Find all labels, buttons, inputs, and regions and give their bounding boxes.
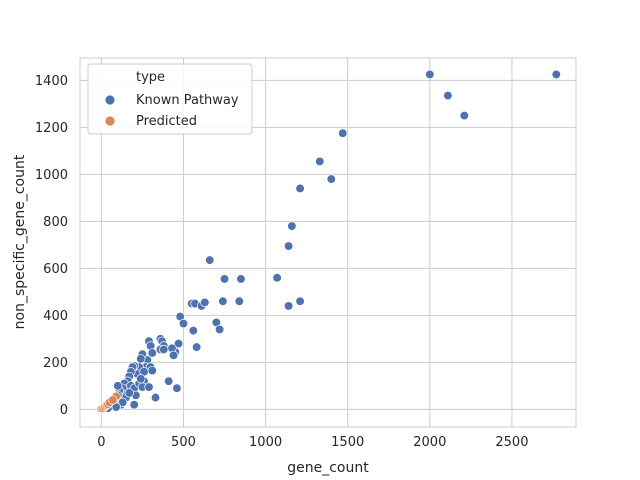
point-known-pathway (219, 274, 230, 284)
point-known-pathway (205, 255, 215, 265)
point-known-pathway (338, 128, 348, 138)
data-points (96, 69, 561, 414)
point-known-pathway (178, 318, 189, 329)
point-known-pathway (283, 301, 294, 311)
legend: type Known Pathway Predicted (87, 63, 253, 135)
x-axis-label: gene_count (287, 460, 369, 476)
y-tick-label: 0 (60, 403, 68, 418)
point-known-pathway (147, 348, 157, 358)
x-tick-labels: 0 500 1000 1500 2000 2500 (97, 435, 528, 450)
point-known-pathway (124, 388, 134, 398)
point-known-pathway (200, 297, 210, 308)
point-known-pathway (129, 400, 139, 410)
point-known-pathway (315, 156, 325, 167)
point-known-pathway (326, 174, 336, 184)
y-tick-label: 1400 (35, 74, 68, 89)
point-known-pathway (214, 324, 225, 335)
point-known-pathway (283, 241, 294, 251)
plot-frame (79, 57, 577, 428)
x-tick-label: 1000 (249, 435, 282, 450)
point-known-pathway (459, 110, 469, 121)
grid-lines (80, 58, 576, 427)
point-known-pathway (150, 392, 161, 403)
point-known-pathway (159, 344, 169, 355)
x-tick-label: 500 (171, 435, 196, 450)
y-tick-label: 800 (43, 215, 68, 230)
x-tick-label: 0 (97, 435, 105, 450)
y-tick-label: 1200 (35, 121, 68, 136)
point-known-pathway (425, 69, 435, 80)
y-tick-labels: 0 200 400 600 800 1000 1200 1400 (35, 74, 68, 418)
y-tick-label: 200 (43, 356, 68, 371)
point-known-pathway (136, 354, 146, 364)
point-known-pathway (118, 397, 128, 407)
y-tick-label: 1000 (35, 168, 68, 183)
point-known-pathway (272, 273, 282, 283)
point-known-pathway (168, 350, 179, 360)
point-known-pathway (234, 296, 244, 306)
y-tick-label: 600 (43, 262, 68, 277)
point-known-pathway (172, 383, 182, 393)
point-known-pathway (136, 374, 146, 384)
legend-box (87, 63, 253, 135)
point-known-pathway (164, 376, 174, 386)
legend-marker-predicted (104, 115, 116, 127)
point-known-pathway (443, 90, 453, 101)
point-known-pathway (287, 221, 297, 231)
point-known-pathway (113, 381, 123, 391)
point-known-pathway (144, 382, 154, 392)
y-tick-label: 400 (43, 309, 68, 324)
point-known-pathway (236, 274, 246, 284)
y-axis-label: non_specific_gene_count (12, 154, 28, 329)
point-known-pathway (191, 342, 202, 352)
x-tick-label: 2000 (413, 435, 446, 450)
legend-label-known-pathway: Known Pathway (136, 93, 239, 108)
legend-marker-known-pathway (104, 94, 116, 106)
point-known-pathway (295, 296, 305, 306)
point-known-pathway (147, 365, 157, 376)
point-known-pathway (188, 325, 198, 336)
point-known-pathway (295, 183, 305, 194)
point-predicted (108, 395, 118, 405)
legend-title: type (136, 70, 165, 85)
x-tick-label: 2500 (495, 435, 528, 450)
legend-label-predicted: Predicted (136, 114, 197, 129)
point-known-pathway (551, 69, 561, 80)
point-known-pathway (218, 296, 228, 306)
point-known-pathway (173, 338, 184, 349)
x-tick-label: 1500 (331, 435, 364, 450)
